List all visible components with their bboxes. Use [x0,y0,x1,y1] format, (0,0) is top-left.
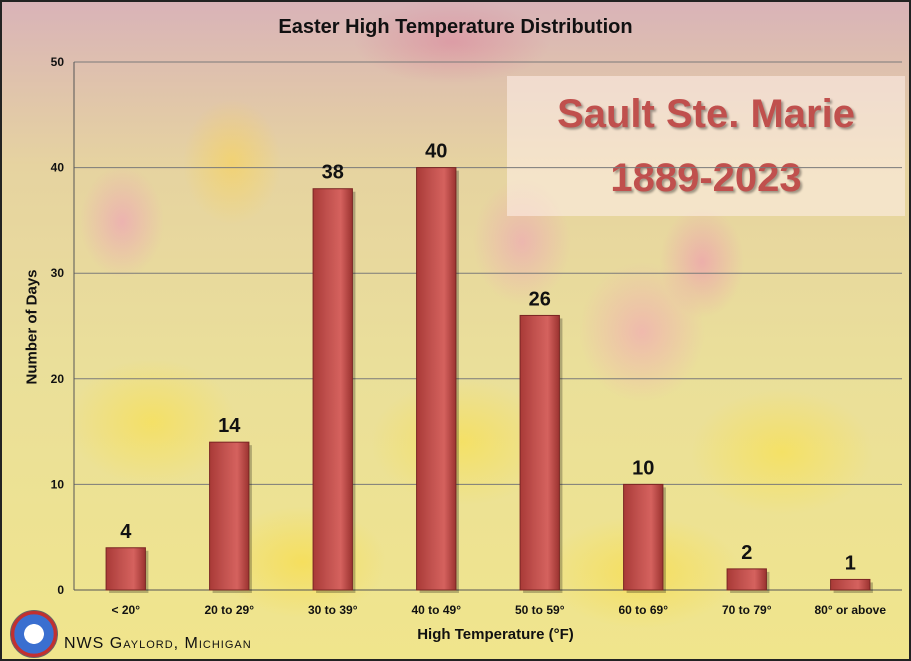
x-tick-label-7: 80° or above [815,603,887,617]
nws-logo-icon [10,610,58,658]
x-tick-label-0: < 20° [112,603,141,617]
period-of-record: 1889-2023 [610,156,802,200]
data-label-4: 26 [529,288,551,310]
data-label-2: 38 [322,162,344,184]
data-label-5: 10 [632,457,654,479]
bar-2 [312,188,353,591]
x-tick-label-2: 30 to 39° [308,603,358,617]
data-label-7: 1 [845,552,856,574]
x-tick-label-1: 20 to 29° [205,603,255,617]
location-inset: Sault Ste. Marie 1889-2023 [507,76,905,216]
x-tick-label-6: 70 to 79° [722,603,772,617]
x-tick-label-3: 40 to 49° [412,603,462,617]
y-tick-label-20: 20 [51,372,65,386]
bar-5 [623,483,664,591]
y-tick-label-50: 50 [51,55,65,69]
data-label-6: 2 [741,542,752,564]
y-tick-label-10: 10 [51,477,65,491]
y-tick-label-30: 30 [51,266,65,280]
y-axis-label: Number of Days [23,269,41,385]
data-label-1: 14 [218,415,241,437]
bar-6 [726,568,767,591]
data-label-3: 40 [425,141,447,163]
data-label-0: 4 [120,521,132,543]
bar-7 [830,578,871,591]
credit-text: NWS Gaylord, Michigan [64,635,252,652]
x-tick-label-5: 60 to 69° [619,603,669,617]
location-name: Sault Ste. Marie [557,92,855,136]
bar-4 [519,314,560,591]
x-tick-label-4: 50 to 59° [515,603,565,617]
bar-3 [416,167,457,591]
x-axis-label: High Temperature (°F) [417,626,574,643]
y-tick-label-0: 0 [57,583,64,597]
bar-1 [209,441,250,591]
chart-title: Easter High Temperature Distribution [278,16,633,38]
y-tick-label-40: 40 [51,161,65,175]
bar-0 [105,547,146,591]
